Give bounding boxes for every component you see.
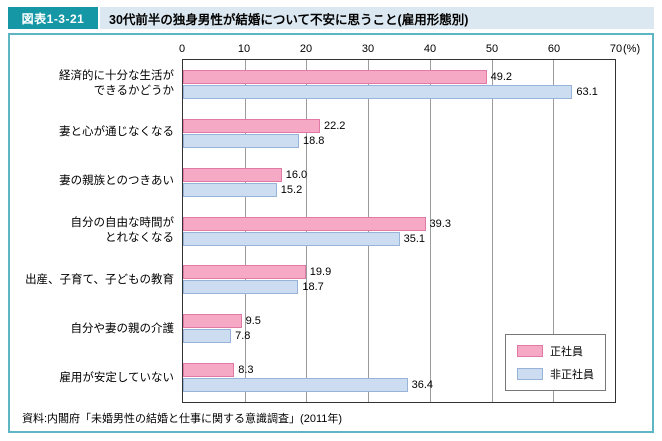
source-note: 資料:内閣府「未婚男性の結婚と仕事に関する意識調査」(2011年) <box>22 413 343 425</box>
bar-line: 18.8 <box>183 133 615 148</box>
x-tick-label: 70 <box>609 43 623 55</box>
legend-item: 正社員 <box>517 343 594 359</box>
bar-non-regular-employee <box>183 378 408 393</box>
bar-regular-employee <box>183 216 426 231</box>
value-label: 16.0 <box>285 168 308 181</box>
gridline <box>553 60 555 402</box>
bar-regular-employee <box>183 69 487 84</box>
value-label: 49.2 <box>490 70 513 83</box>
bar-non-regular-employee <box>183 133 300 148</box>
value-label: 39.3 <box>429 217 451 230</box>
bar-rows: 49.2 63.1 22.2 18.8 16.0 15.2 39.3 35.1 19.9 18.7… <box>183 60 615 402</box>
value-label: 19.9 <box>309 266 332 279</box>
legend-label: 非正社員 <box>550 369 594 381</box>
bar-line: 49.2 <box>183 69 615 84</box>
bar-group: 19.9 18.7 <box>183 255 615 304</box>
bar-line: 18.7 <box>183 280 615 295</box>
bar-line: 39.3 <box>183 216 615 231</box>
figure-title: 30代前半の独身男性が結婚について不安に思うこと(雇用形態別) <box>100 7 654 29</box>
gridline <box>491 60 493 402</box>
bar-group: 22.2 18.8 <box>183 109 615 158</box>
category-label: 自分や妻の親の介護 <box>70 322 175 335</box>
category-label: 妻と心が通じなくなる <box>59 126 174 139</box>
bar-line: 22.2 <box>183 118 615 133</box>
value-label: 7.8 <box>235 330 251 343</box>
value-label: 8.3 <box>238 364 254 377</box>
bar-regular-employee <box>183 363 235 378</box>
legend-swatch-regular-employee <box>517 345 543 357</box>
category-label: 妻の親族とのつきあい <box>59 175 174 188</box>
x-axis-unit: (%) <box>623 43 641 55</box>
chart-body: 経済的に十分な生活が できるかどうか妻と心が通じなくなる 妻の親族とのつきあい自分… <box>22 59 616 403</box>
bar-line: 63.1 <box>183 84 615 99</box>
bar-line: 7.8 <box>183 329 615 344</box>
value-label: 18.7 <box>302 281 324 294</box>
bar-line: 16.0 <box>183 167 615 182</box>
bar-line: 8.3 <box>183 363 615 378</box>
x-tick-label: 10 <box>237 43 251 55</box>
x-tick-label: 40 <box>423 43 437 55</box>
legend-label: 正社員 <box>550 346 583 358</box>
bar-group: 16.0 15.2 <box>183 158 615 207</box>
value-label: 22.2 <box>324 119 346 132</box>
x-tick-label: 30 <box>361 43 375 55</box>
value-label: 36.4 <box>411 379 434 392</box>
gridline <box>306 60 308 402</box>
chart-frame: 0 10 20 30 40 50 60 70 (%) 経済的に十分な生活が できるかどうか妻と心… <box>8 33 654 433</box>
value-label: 63.1 <box>576 85 598 98</box>
value-label: 15.2 <box>280 183 303 196</box>
bar-non-regular-employee <box>183 182 277 197</box>
bar-group: 49.2 63.1 <box>183 60 615 109</box>
bar-line: 19.9 <box>183 265 615 280</box>
bar-non-regular-employee <box>183 329 232 344</box>
category-label: 経済的に十分な生活が できるかどうか <box>59 69 174 97</box>
value-label: 18.8 <box>303 134 325 147</box>
category-labels: 経済的に十分な生活が できるかどうか妻と心が通じなくなる 妻の親族とのつきあい自分… <box>22 59 182 403</box>
x-tick-label: 20 <box>299 43 313 55</box>
x-tick-label: 0 <box>178 43 186 55</box>
bar-group: 9.5 7.8 <box>183 304 615 353</box>
bar-group: 39.3 35.1 <box>183 207 615 256</box>
legend-item: 非正社員 <box>517 366 594 382</box>
x-axis: 0 10 20 30 40 50 60 70 (%) <box>178 43 640 59</box>
bar-non-regular-employee <box>183 231 400 246</box>
category-label: 出産、子育て、子どもの教育 <box>25 273 174 286</box>
bar-line: 15.2 <box>183 182 615 197</box>
bar-regular-employee <box>183 314 242 329</box>
bar-line: 36.4 <box>183 378 615 393</box>
legend: 正社員 非正社員 <box>505 334 606 391</box>
category-label: 自分の自由な時間が とれなくなる <box>70 217 175 244</box>
bar-regular-employee <box>183 167 282 182</box>
bar-line: 9.5 <box>183 314 615 329</box>
category-label: 雇用が安定していない <box>59 371 174 384</box>
bar-group: 8.3 36.4 <box>183 353 615 402</box>
gridline <box>368 60 370 402</box>
bar-non-regular-employee <box>183 280 299 295</box>
bar-regular-employee <box>183 118 320 133</box>
figure-number-badge: 図表1-3-21 <box>8 7 98 29</box>
gridline <box>244 60 246 402</box>
legend-swatch-non-regular-employee <box>517 368 543 380</box>
x-tick-label: 60 <box>547 43 561 55</box>
plot-area: 正社員非正社員 49.2 63.1 22.2 18.8 16.0 15.2 39.3 35.1… <box>182 59 616 403</box>
figure-header: 図表1-3-21 30代前半の独身男性が結婚について不安に思うこと(雇用形態別) <box>8 7 654 29</box>
x-tick-label: 50 <box>485 43 499 55</box>
bar-non-regular-employee <box>183 84 573 99</box>
bar-regular-employee <box>183 265 306 280</box>
value-label: 35.1 <box>403 232 426 245</box>
bar-line: 35.1 <box>183 231 615 246</box>
gridline <box>429 60 431 402</box>
value-label: 9.5 <box>245 315 261 328</box>
